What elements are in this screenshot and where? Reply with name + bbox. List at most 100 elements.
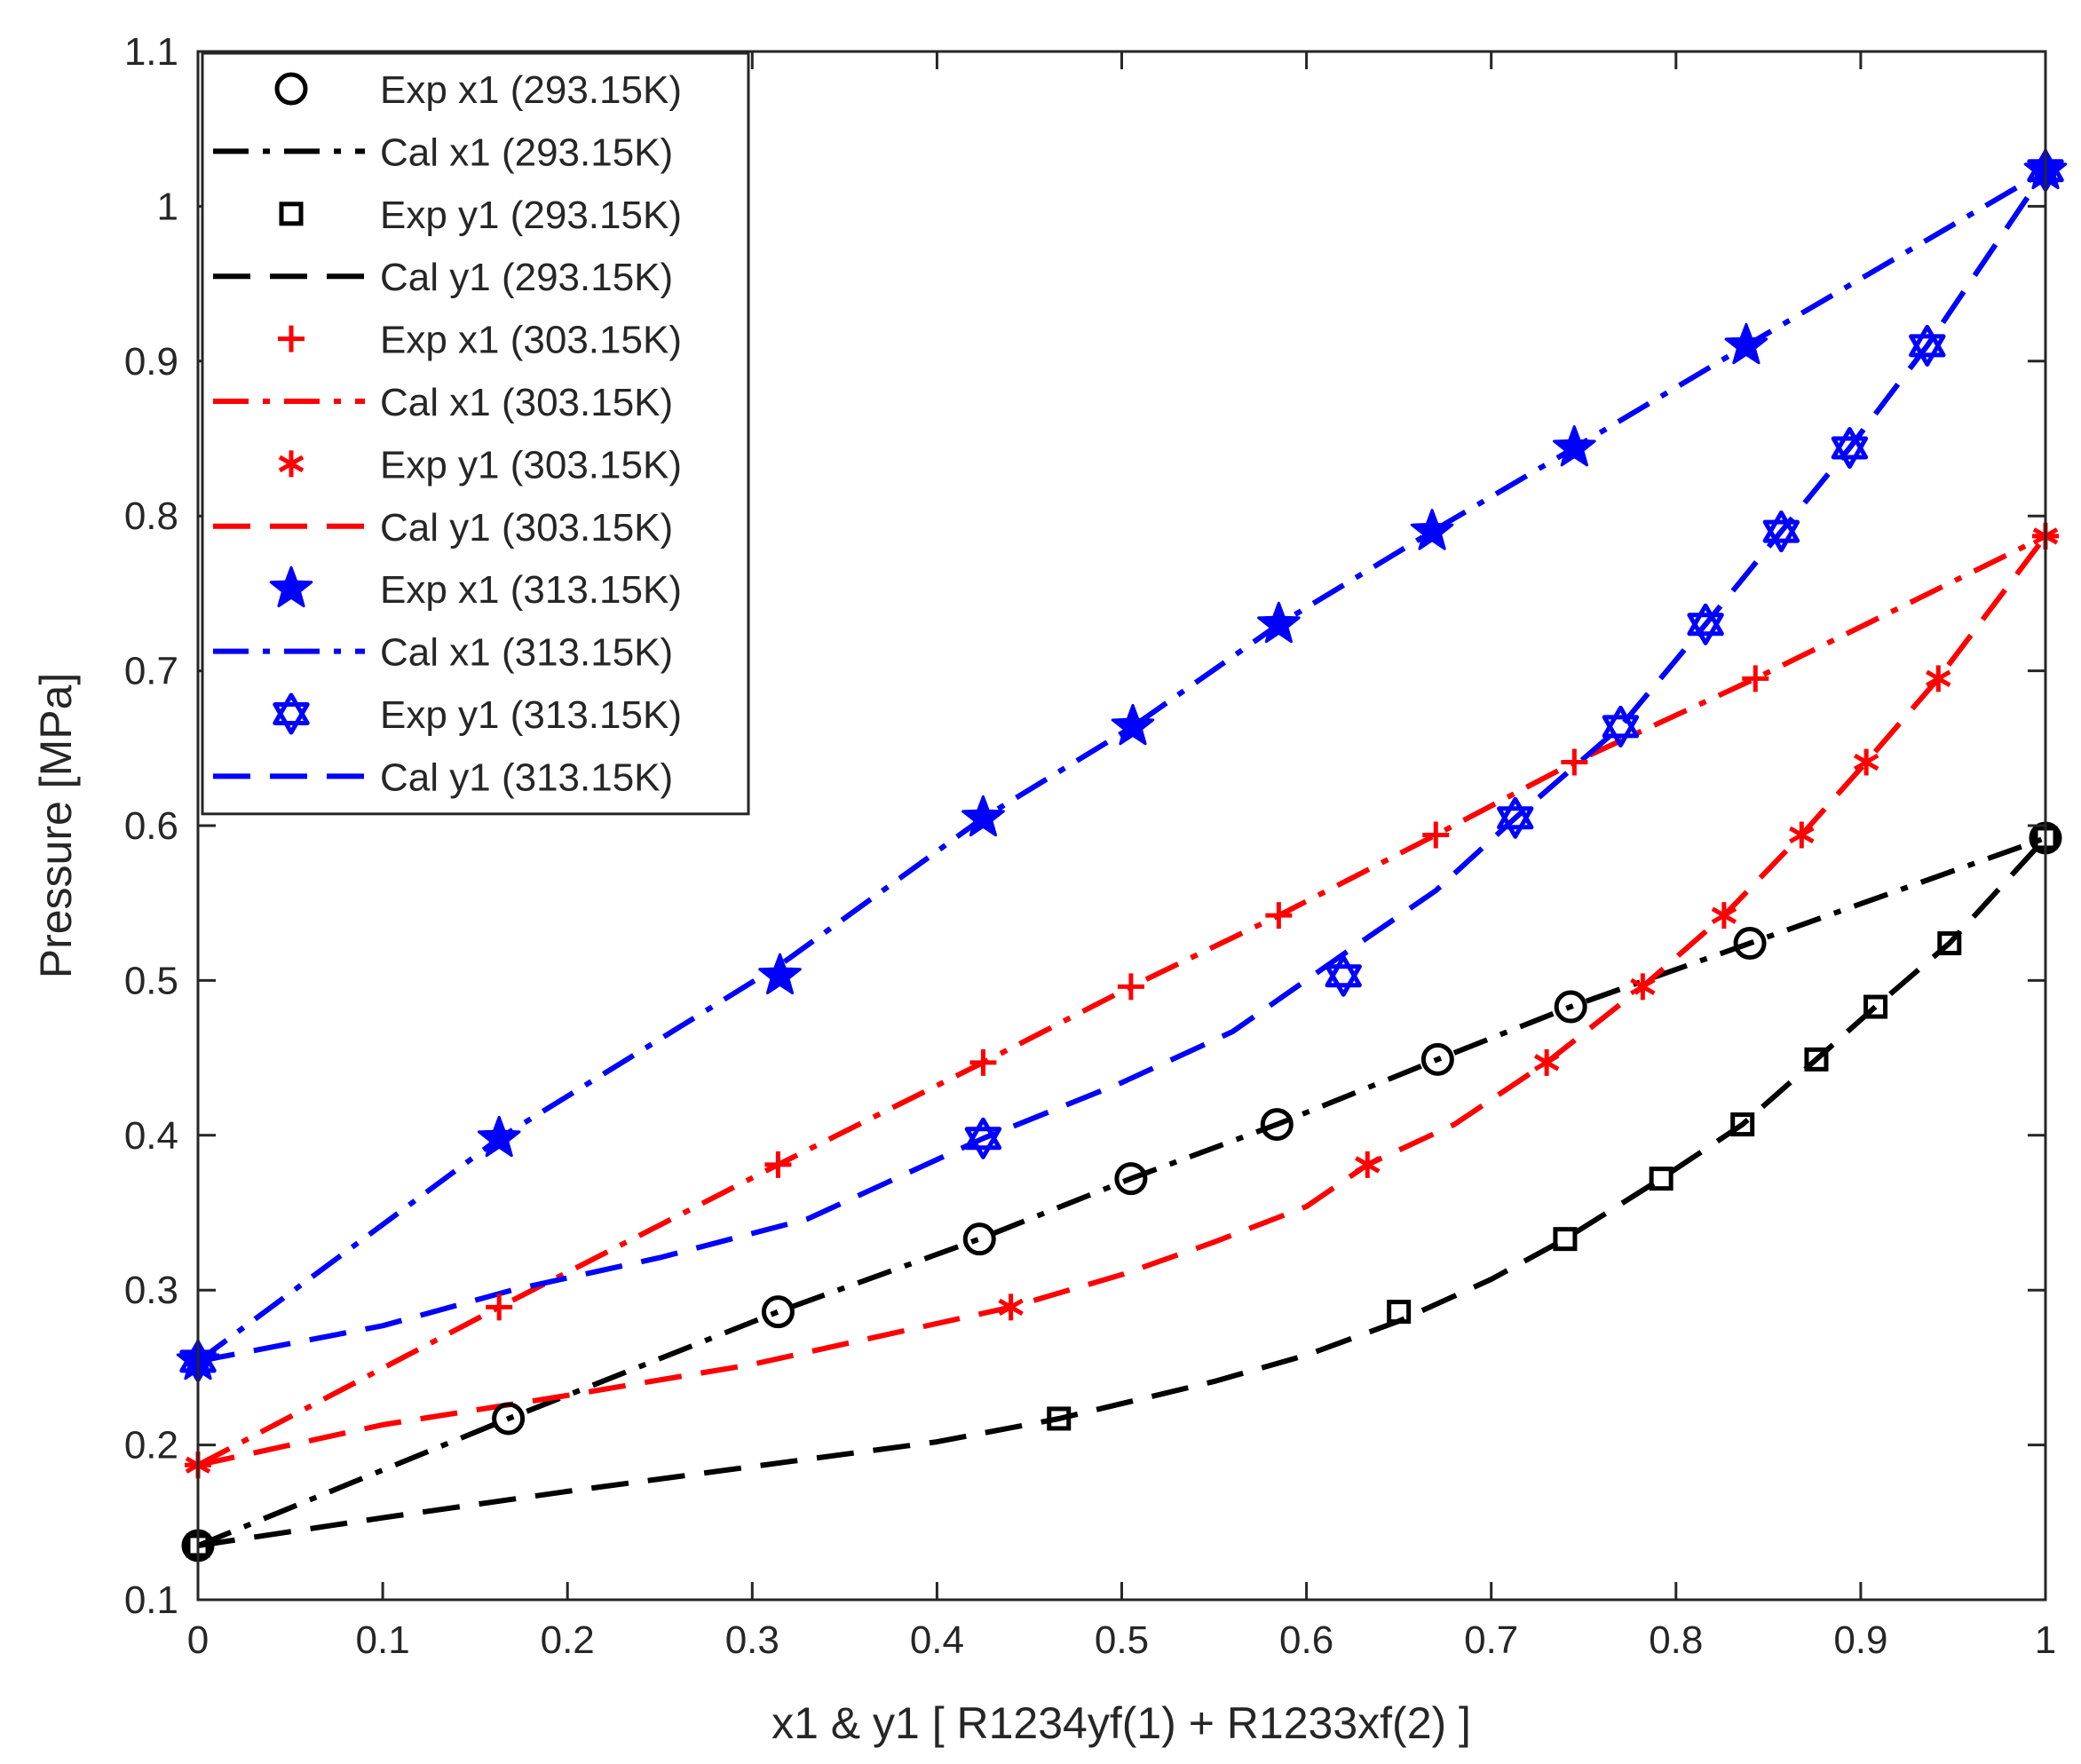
data-point-exp-x1-313-15k	[758, 953, 802, 995]
y-tick-label: 0.9	[124, 340, 178, 384]
data-point-exp-x1-313-15k	[961, 795, 1005, 837]
legend-label: Cal y1 (293.15K)	[380, 256, 673, 299]
legend-marker-swatch	[278, 450, 305, 478]
legend-marker-swatch	[278, 325, 305, 352]
legend-entry: Cal x1 (303.15K)	[213, 381, 673, 424]
x-tick-label: 0.2	[541, 1618, 595, 1662]
data-point-exp-y1-293-15k	[1649, 1167, 1674, 1191]
legend-label: Cal x1 (293.15K)	[380, 131, 673, 174]
legend-entry: Exp y1 (293.15K)	[279, 194, 682, 237]
y-tick-label: 0.2	[124, 1424, 178, 1467]
data-point-exp-y1-303-15k	[1789, 821, 1815, 849]
data-point-exp-x1-303-15k	[486, 1293, 513, 1321]
data-point-exp-x1-293-15k	[1733, 927, 1767, 961]
legend-label: Exp x1 (293.15K)	[380, 68, 682, 112]
legend-entry: Exp y1 (303.15K)	[278, 443, 682, 486]
x-tick-label: 0.7	[1464, 1618, 1518, 1662]
data-point-exp-x1-293-15k	[1554, 990, 1587, 1024]
legend-entry: Exp x1 (293.15K)	[274, 68, 682, 112]
y-tick-label: 0.5	[124, 959, 178, 1002]
legend-entry: Cal y1 (293.15K)	[213, 256, 673, 299]
x-tick-label: 0.5	[1095, 1618, 1149, 1662]
legend: Exp x1 (293.15K) Cal x1 (293.15K) Exp y1 (…	[201, 51, 750, 816]
legend-label: Exp x1 (303.15K)	[380, 319, 682, 362]
legend-entry: Cal y1 (303.15K)	[213, 506, 673, 550]
data-point-exp-y1-293-15k	[1047, 1406, 1072, 1431]
data-point-exp-y1-303-15k	[1711, 902, 1737, 929]
data-point-exp-y1-293-15k	[1804, 1047, 1829, 1072]
y-tick-label: 1	[157, 185, 178, 228]
data-point-exp-y1-303-15k	[1355, 1151, 1381, 1178]
series-markers-exp-y1-313-15k	[179, 149, 2064, 1382]
legend-entry: Cal y1 (313.15K)	[213, 755, 673, 799]
data-point-exp-x1-313-15k	[1553, 425, 1596, 467]
x-tick-label: 0.4	[910, 1618, 964, 1662]
data-point-exp-y1-293-15k	[1387, 1300, 1412, 1325]
data-point-exp-x1-293-15k	[492, 1402, 526, 1436]
legend-label: Cal y1 (303.15K)	[380, 506, 673, 550]
data-point-exp-y1-303-15k	[1533, 1048, 1560, 1076]
data-point-exp-x1-303-15k	[1265, 902, 1293, 929]
legend-label: Exp x1 (313.15K)	[380, 568, 682, 612]
legend-label: Cal y1 (313.15K)	[380, 755, 673, 799]
data-point-exp-y1-313-15k	[1687, 603, 1724, 645]
legend-label: Exp y1 (313.15K)	[380, 693, 682, 737]
data-point-exp-x1-303-15k	[1561, 748, 1588, 776]
data-point-exp-y1-303-15k	[1630, 973, 1656, 1001]
y-tick-label: 0.6	[124, 804, 178, 848]
series-line-cal-x1-293-15k	[196, 835, 2047, 1548]
x-tick-label: 0.1	[356, 1618, 410, 1662]
legend-entry: Cal x1 (313.15K)	[213, 631, 673, 675]
data-point-exp-x1-293-15k	[1114, 1162, 1148, 1196]
x-axis-label: x1 & y1 [ R1234yf(1) + R1233xf(2) ]	[771, 1698, 1471, 1748]
data-point-exp-y1-313-15k	[1909, 324, 1946, 367]
y-tick-label: 0.8	[124, 494, 178, 538]
data-point-exp-y1-313-15k	[1831, 427, 1869, 469]
data-point-exp-y1-303-15k	[1926, 665, 1951, 692]
data-point-exp-y1-313-15k	[1762, 510, 1800, 553]
data-point-exp-y1-313-15k	[1602, 705, 1640, 748]
data-point-exp-x1-303-15k	[764, 1151, 792, 1178]
series-line-cal-x1-303-15k	[196, 534, 2047, 1467]
data-point-exp-y1-313-15k	[964, 1117, 1002, 1159]
data-point-exp-x1-313-15k	[1724, 322, 1768, 365]
data-point-exp-y1-293-15k	[1730, 1112, 1755, 1137]
legend-entry: Exp y1 (313.15K)	[273, 692, 682, 737]
legend-marker-swatch	[274, 72, 308, 106]
legend-entry: Exp x1 (313.15K)	[269, 566, 682, 612]
legend-box	[201, 51, 750, 816]
series-line-cal-y1-313-15k	[197, 169, 2048, 1365]
y-tick-label: 0.7	[124, 650, 178, 693]
legend-label: Exp y1 (293.15K)	[380, 194, 682, 237]
data-point-exp-x1-303-15k	[1742, 665, 1769, 692]
data-point-exp-y1-313-15k	[1325, 954, 1362, 997]
data-point-exp-y1-313-15k	[1497, 796, 1534, 839]
legend-entry: Exp x1 (303.15K)	[278, 319, 682, 362]
data-point-exp-x1-313-15k	[1410, 509, 1454, 550]
data-point-exp-y1-293-15k	[1937, 931, 1962, 956]
data-point-exp-x1-313-15k	[1257, 601, 1301, 644]
series-line-cal-x1-313-15k	[196, 168, 2047, 1364]
legend-label: Cal x1 (313.15K)	[380, 631, 673, 675]
y-tick-label: 0.3	[124, 1269, 178, 1312]
x-tick-label: 1	[2035, 1618, 2056, 1662]
data-point-exp-x1-303-15k	[969, 1048, 997, 1076]
data-point-exp-y1-303-15k	[1853, 748, 1879, 776]
data-point-exp-x1-293-15k	[761, 1295, 795, 1329]
legend-marker-swatch	[279, 202, 304, 226]
legend-marker-swatch	[273, 692, 310, 735]
x-tick-label: 0.8	[1649, 1618, 1703, 1662]
data-point-exp-x1-293-15k	[1420, 1042, 1454, 1076]
y-tick-label: 0.1	[124, 1578, 178, 1622]
data-point-exp-x1-293-15k	[962, 1222, 996, 1256]
legend-marker-swatch	[269, 566, 313, 608]
x-tick-label: 0	[187, 1618, 209, 1662]
data-point-exp-y1-293-15k	[1863, 994, 1888, 1019]
data-point-exp-x1-303-15k	[1117, 973, 1144, 1001]
axes: 0 0.1 0.2 0.3 0.4 0.5 0.6 0.7 0.8 0.9 10.10.20.30.…	[124, 30, 2056, 1662]
data-point-exp-y1-293-15k	[1553, 1227, 1578, 1252]
data-point-exp-x1-313-15k	[477, 1115, 521, 1158]
y-tick-label: 0.4	[124, 1114, 178, 1158]
x-tick-label: 0.9	[1833, 1618, 1887, 1662]
